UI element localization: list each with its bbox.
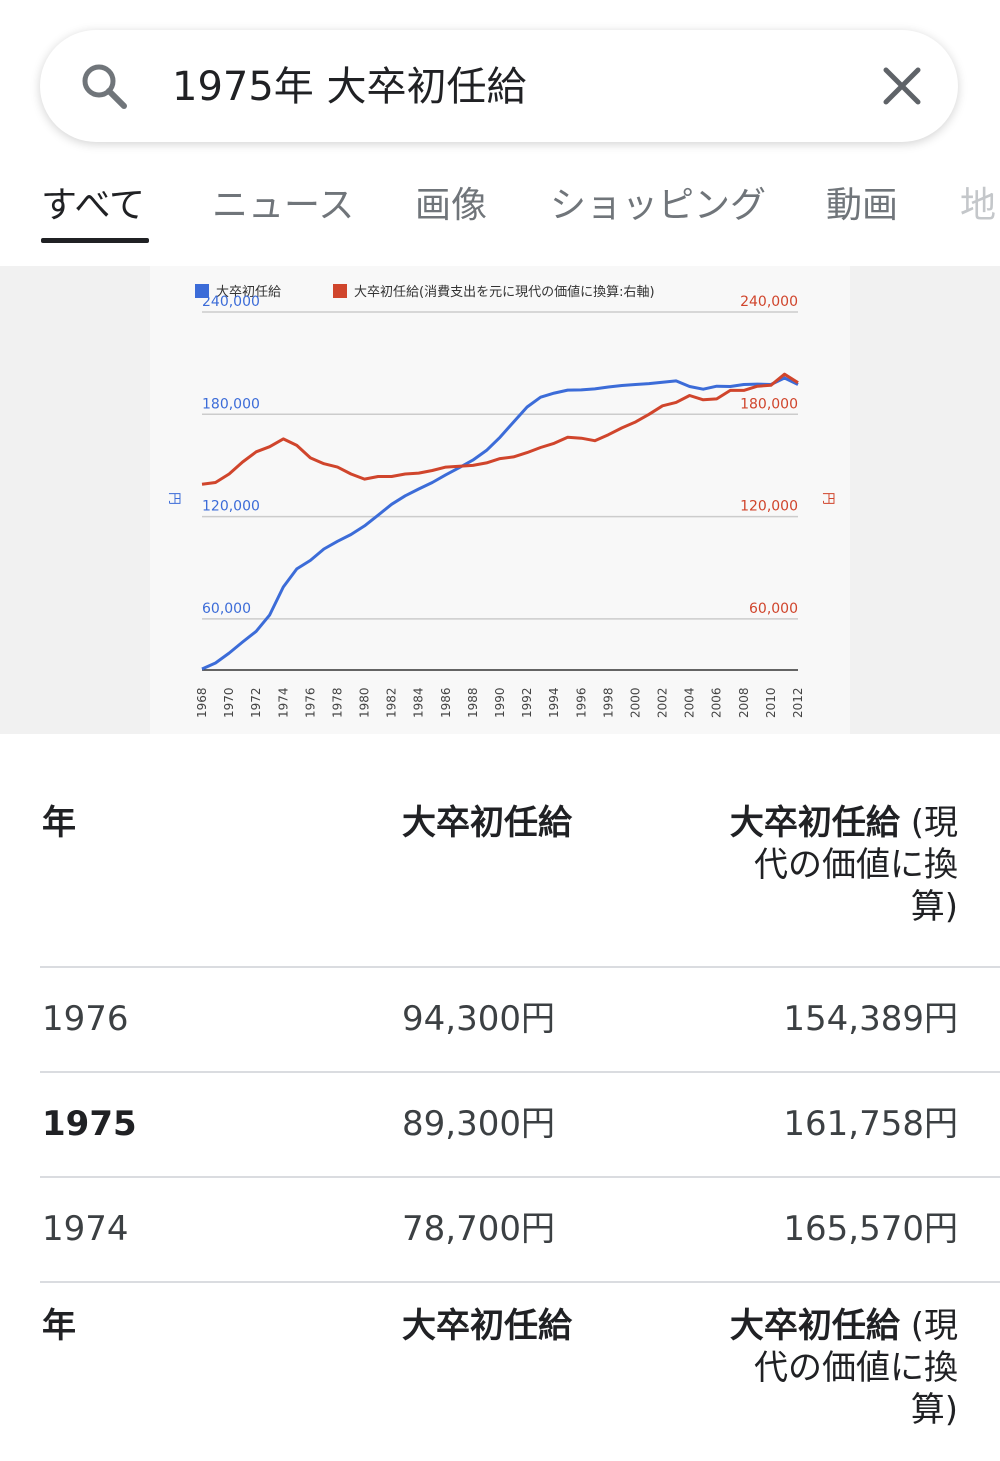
footer-real-bold: 大卒初任給: [729, 1306, 900, 1346]
tab-maps[interactable]: 地: [960, 185, 997, 226]
x-tick-label: 1984: [412, 687, 426, 718]
x-tick-label: 1988: [466, 687, 480, 718]
row-real-value: 154,389円: [783, 999, 958, 1039]
series-line-salary-real: [201, 372, 799, 486]
header-salary: 大卒初任給: [402, 803, 572, 843]
row-salary: 78,700円: [402, 1209, 555, 1249]
series-line-salary: [201, 376, 799, 671]
search-input[interactable]: 1975年 大卒初任給: [172, 64, 527, 110]
x-tick-label: 2008: [737, 687, 751, 718]
x-tick-label: 2002: [656, 687, 670, 718]
x-tick-label: 1972: [249, 687, 263, 718]
x-tick-label: 1992: [520, 687, 534, 718]
y-right-unit: 円: [820, 492, 835, 505]
legend-label-1: 大卒初任給: [216, 285, 281, 300]
x-tick-label: 1994: [547, 687, 561, 718]
x-tick-label: 2000: [628, 687, 642, 718]
row-year: 1975: [42, 1104, 137, 1144]
x-tick-label: 2006: [710, 687, 724, 718]
active-tab-indicator: [41, 238, 149, 243]
salary-table: 年 大卒初任給 大卒初任給 (現代の価値に換算) 1976 94,300円 15…: [40, 780, 1000, 1461]
y-right-tick-label: 240,000: [740, 294, 798, 310]
x-tick-label: 1996: [574, 687, 588, 718]
y-left-tick-label: 180,000: [202, 396, 260, 412]
table-footer-row: 年 大卒初任給 大卒初任給 (現代の価値に換算): [40, 1283, 1000, 1461]
x-tick-label: 1980: [358, 687, 372, 718]
footer-real-note: (現代の価値に換算): [754, 1306, 958, 1430]
x-tick-label: 1978: [330, 687, 344, 718]
tab-videos[interactable]: 動画: [826, 185, 899, 226]
search-bar[interactable]: 1975年 大卒初任給: [40, 30, 958, 142]
x-tick-label: 1968: [195, 687, 209, 718]
table-row: 1976 94,300円 154,389円: [40, 968, 1000, 1073]
row-salary: 94,300円: [402, 999, 555, 1039]
tab-shopping[interactable]: ショッピング: [550, 185, 767, 226]
y-right-tick-label: 180,000: [740, 396, 798, 412]
x-tick-label: 2012: [791, 687, 805, 718]
chart-image-panel[interactable]: 大卒初任給 大卒初任給(消費支出を元に現代の価値に換算:右軸) 60,000 60…: [0, 266, 1000, 734]
y-left-tick-label: 120,000: [202, 499, 260, 515]
legend-swatch-red: [333, 284, 347, 298]
x-tick-label: 1998: [601, 687, 615, 718]
tab-news[interactable]: ニュース: [212, 185, 355, 226]
table-row: 1975 89,300円 161,758円: [40, 1073, 1000, 1178]
y-left-tick-label: 60,000: [202, 601, 251, 617]
row-year: 1976: [42, 999, 129, 1039]
search-tabs: すべて ニュース 画像 ショッピング 動画 地: [0, 170, 1000, 250]
tab-all[interactable]: すべて: [41, 185, 146, 226]
x-tick-label: 1990: [493, 687, 507, 718]
footer-salary: 大卒初任給: [402, 1306, 572, 1346]
y-right-tick-label: 60,000: [749, 601, 798, 617]
x-tick-label: 2004: [683, 687, 697, 718]
header-real-note: (現代の価値に換算): [754, 803, 958, 927]
legend-swatch-blue: [195, 284, 209, 298]
y-left-unit: 円: [166, 492, 181, 505]
header-real-value: 大卒初任給 (現代の価値に換算): [708, 802, 958, 928]
x-tick-label: 1986: [439, 687, 453, 718]
table-header-row: 年 大卒初任給 大卒初任給 (現代の価値に換算): [40, 780, 1000, 968]
salary-line-chart: 大卒初任給 大卒初任給(消費支出を元に現代の価値に換算:右軸) 60,000 60…: [166, 284, 835, 718]
y-right-tick-label: 120,000: [740, 499, 798, 515]
header-year: 年: [42, 803, 76, 843]
row-real-value: 161,758円: [783, 1104, 958, 1144]
table-row: 1974 78,700円 165,570円: [40, 1178, 1000, 1283]
row-year: 1974: [42, 1209, 129, 1249]
x-tick-label: 1976: [303, 687, 317, 718]
footer-real-value: 大卒初任給 (現代の価値に換算): [708, 1305, 958, 1431]
x-tick-label: 1982: [385, 687, 399, 718]
x-tick-label: 2010: [764, 687, 778, 718]
x-tick-label: 1974: [276, 687, 290, 718]
row-real-value: 165,570円: [783, 1209, 958, 1249]
tab-images[interactable]: 画像: [415, 185, 488, 226]
clear-icon[interactable]: [876, 60, 928, 112]
y-left-tick-label: 240,000: [202, 294, 260, 310]
header-real-bold: 大卒初任給: [729, 803, 900, 843]
row-salary: 89,300円: [402, 1104, 555, 1144]
search-icon[interactable]: [76, 58, 132, 114]
footer-year: 年: [42, 1306, 76, 1346]
x-tick-label: 1970: [222, 687, 236, 718]
legend-label-2: 大卒初任給(消費支出を元に現代の価値に換算:右軸): [354, 284, 655, 300]
chart-container: 大卒初任給 大卒初任給(消費支出を元に現代の価値に換算:右軸) 60,000 60…: [150, 266, 850, 734]
